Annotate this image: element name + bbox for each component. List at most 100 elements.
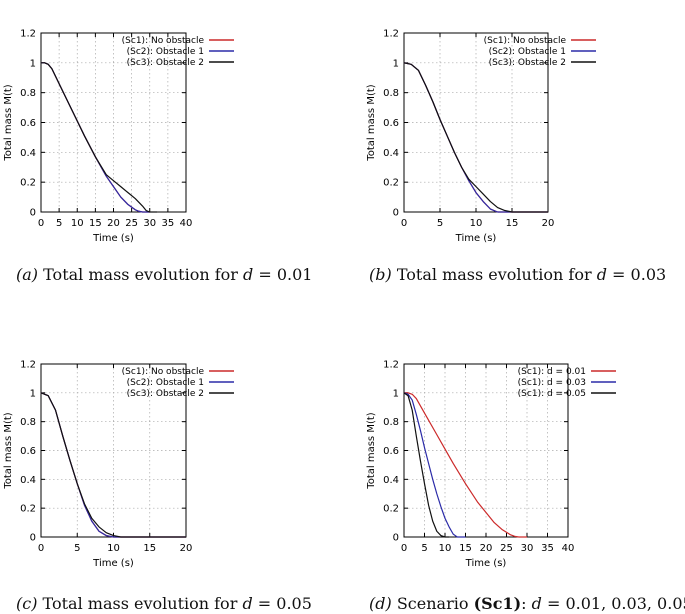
caption-d-colon: : [521,594,527,613]
x-axis-label: Time (s) [92,558,134,569]
caption-a-text: Total mass evolution for [43,265,238,284]
y-tick-label: 1 [30,388,36,399]
y-tick-label: 0 [393,533,399,544]
legend-label: (Sc2): Obstacle 1 [489,47,566,57]
y-tick-label: 1 [30,58,36,69]
x-tick-label: 0 [38,543,44,554]
x-tick-label: 25 [125,218,138,229]
x-tick-label: 5 [437,218,443,229]
caption-b: (b) Total mass evolution for d = 0.03 [369,265,666,284]
legend-label: (Sc3): Obstacle 2 [127,389,204,399]
y-tick-label: 0.4 [383,475,399,486]
y-tick-label: 0.6 [20,118,36,129]
y-tick-label: 0.8 [383,88,399,99]
x-tick-label: 15 [89,218,102,229]
y-axis-label: Total mass M(t) [3,84,14,161]
series-line-2 [403,392,466,538]
y-tick-label: 1 [393,58,399,69]
y-tick-label: 0.4 [20,148,36,159]
caption-b-text: Total mass evolution for [396,265,592,284]
caption-c-variable: d [242,594,253,613]
y-tick-label: 0.2 [20,178,36,189]
y-tick-label: 0.6 [20,446,36,457]
legend-label: (Sc1): No obstacle [122,367,205,377]
y-tick-label: 0.8 [383,417,399,428]
chart-1: 0 5 10 15 20 25 30 35 40 0 0.2 0.4 0.6 0.8 1 1.2 Time (s… [3,29,234,244]
x-tick-label: 10 [470,218,483,229]
caption-d-label: (d) [369,594,392,613]
legend-label: (Sc3): Obstacle 2 [489,58,566,68]
x-tick-label: 20 [180,543,193,554]
chart-3: 0 5 10 15 20 0 0.2 0.4 0.6 0.8 1 1.2 Time (s) Total m… [3,360,234,569]
series-line-3 [40,392,186,538]
x-tick-label: 10 [71,218,84,229]
x-axis-label: Time (s) [92,233,134,244]
legend-label: (Sc2): Obstacle 1 [127,47,204,57]
x-tick-label: 0 [401,218,407,229]
caption-a-value: = 0.01 [253,265,313,284]
chart-4: 0 5 10 15 20 25 30 35 40 0 0.2 0.4 0.6 0.8 1 1.2 Time (s… [366,360,616,569]
x-tick-label: 25 [500,543,513,554]
x-tick-label: 5 [421,543,427,554]
chart-2: 0 5 10 15 20 0 0.2 0.4 0.6 0.8 1 1.2 Time (s) Total m… [366,29,596,244]
x-tick-label: 10 [439,543,452,554]
x-tick-label: 20 [542,218,555,229]
x-tick-label: 15 [459,543,472,554]
series-line-3 [403,62,548,213]
legend-label: (Sc1): d = 0.01 [518,367,586,377]
caption-d-text: Scenario [396,594,469,613]
legend-label: (Sc3): Obstacle 2 [127,58,204,68]
x-tick-label: 35 [541,543,554,554]
caption-c-label: (c) [16,594,38,613]
y-tick-label: 1.2 [20,29,36,40]
caption-c: (c) Total mass evolution for d = 0.05 [16,594,312,613]
y-tick-label: 0.2 [20,504,36,515]
caption-d-value: = 0.01, 0.03, 0.05 [541,594,685,613]
x-tick-label: 15 [506,218,519,229]
legend-label: (Sc1): No obstacle [484,36,567,46]
caption-b-variable: d [596,265,607,284]
y-tick-label: 1.2 [383,360,399,371]
y-tick-label: 0.6 [383,118,399,129]
y-axis-label: Total mass M(t) [366,84,377,161]
y-tick-label: 1.2 [20,360,36,371]
legend-label: (Sc1): d = 0.03 [518,378,586,388]
x-tick-label: 15 [143,543,156,554]
caption-d-scenario: (Sc1) [473,594,522,613]
x-tick-label: 20 [480,543,493,554]
y-axis-label: Total mass M(t) [3,412,14,489]
y-tick-label: 0.4 [383,148,399,159]
series-line-3 [403,392,450,538]
y-tick-label: 0 [30,533,36,544]
y-tick-label: 1 [393,388,399,399]
x-tick-label: 10 [107,543,120,554]
caption-d-variable: d [531,594,542,613]
x-axis-label: Time (s) [465,558,507,569]
legend-label: (Sc1): No obstacle [122,36,205,46]
y-tick-label: 0.8 [20,417,36,428]
x-tick-label: 5 [56,218,62,229]
x-tick-label: 0 [401,543,407,554]
caption-d: (d) Scenario (Sc1): d = 0.01, 0.03, 0.05 [369,594,685,613]
legend-label: (Sc2): Obstacle 1 [127,378,204,388]
y-tick-label: 0.4 [20,475,36,486]
caption-a: (a) Total mass evolution for d = 0.01 [16,265,312,284]
legend-label: (Sc1): d = 0.05 [518,389,586,399]
caption-b-value: = 0.03 [606,265,667,284]
x-axis-label: Time (s) [455,233,497,244]
x-tick-label: 5 [74,543,80,554]
x-tick-label: 0 [38,218,44,229]
x-tick-label: 40 [180,218,193,229]
y-tick-label: 0.2 [383,504,399,515]
y-tick-label: 1.2 [383,29,399,40]
series-line-3 [41,62,157,213]
x-tick-label: 30 [521,543,534,554]
x-tick-label: 30 [143,218,156,229]
y-tick-label: 0 [30,208,36,219]
y-tick-label: 0.6 [383,446,399,457]
caption-a-label: (a) [16,265,39,284]
y-tick-label: 0 [393,208,399,219]
x-tick-label: 35 [162,218,175,229]
x-tick-label: 20 [107,218,120,229]
